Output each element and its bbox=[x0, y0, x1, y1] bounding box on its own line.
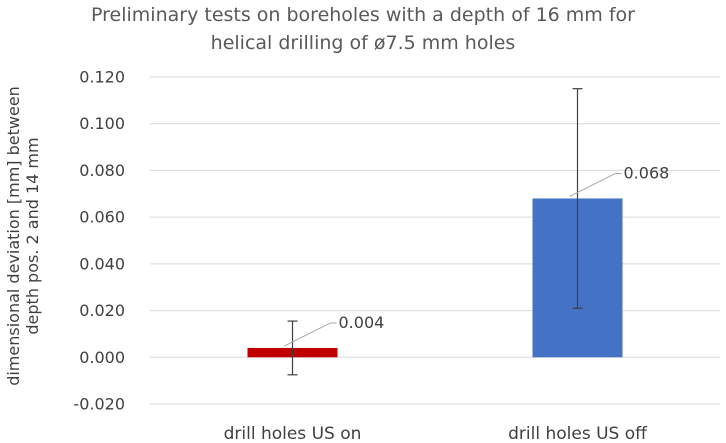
y-tick-label: 0.060 bbox=[79, 208, 125, 227]
data-labels: 0.004 0.068 bbox=[284, 163, 670, 347]
y-tick-label: 0.080 bbox=[79, 161, 125, 180]
data-label-leader-line bbox=[284, 322, 337, 347]
data-label: 0.068 bbox=[624, 163, 670, 182]
bars bbox=[247, 198, 623, 358]
data-label-leader-line bbox=[569, 172, 622, 197]
gridlines bbox=[150, 76, 720, 405]
y-axis-label-line-2: depth pos. 2 and 14 mm bbox=[23, 137, 42, 334]
chart-title-line-1: Preliminary tests on boreholes with a de… bbox=[91, 4, 635, 26]
y-tick-label: 0.120 bbox=[79, 68, 125, 87]
y-tick-label: 0.000 bbox=[79, 348, 125, 367]
data-label: 0.004 bbox=[339, 313, 385, 332]
y-axis-label-line-1: dimensional deviation [mm] between bbox=[4, 86, 23, 386]
chart-title-line-2: helical drilling of ø7.5 mm holes bbox=[211, 32, 516, 54]
y-tick-label: 0.020 bbox=[79, 301, 125, 320]
x-category-labels: drill holes US on drill holes US off bbox=[224, 424, 649, 443]
error-bars bbox=[287, 88, 583, 376]
x-category-label: drill holes US off bbox=[508, 424, 648, 443]
y-tick-label: -0.020 bbox=[73, 395, 125, 414]
y-tick-label: 0.100 bbox=[79, 114, 125, 133]
x-category-label: drill holes US on bbox=[224, 424, 362, 443]
y-tick-label: 0.040 bbox=[79, 254, 125, 273]
y-tick-labels: -0.020 0.000 0.020 0.040 0.060 0.080 0.100 0.12… bbox=[73, 68, 125, 414]
